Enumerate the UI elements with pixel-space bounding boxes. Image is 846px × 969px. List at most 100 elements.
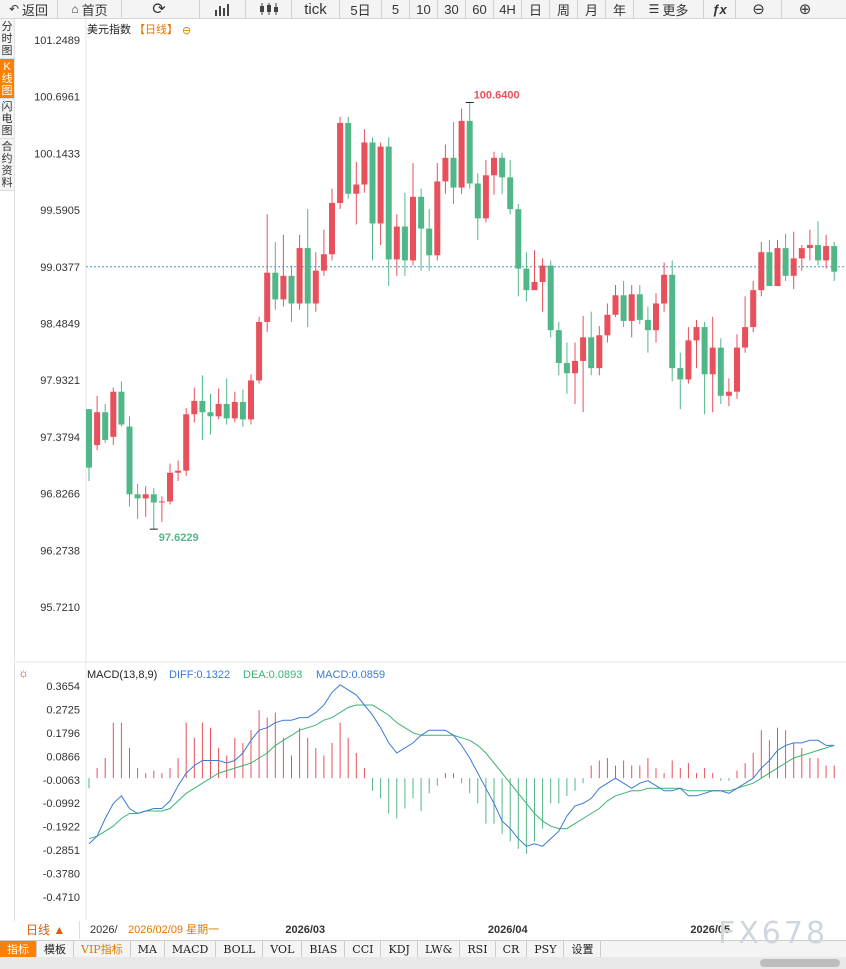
candle-body	[596, 335, 603, 369]
macd-axis-label: -0.3780	[43, 869, 80, 881]
left-tab-strip: 分时图 K线图 闪电图 合约资料	[0, 19, 14, 191]
refresh-button[interactable]: ⟳	[122, 0, 200, 18]
indicator-macd-4[interactable]: MACD	[165, 941, 217, 958]
candle-body	[758, 252, 765, 291]
indicator--0[interactable]: 指标	[0, 941, 37, 958]
candle-body	[482, 175, 489, 219]
indicator--1[interactable]: 模板	[37, 941, 74, 958]
candle-body	[126, 426, 133, 495]
period-day[interactable]: 日	[522, 0, 550, 18]
candlestick-button[interactable]	[246, 0, 292, 18]
candle-body	[725, 391, 732, 396]
candle-body	[523, 268, 530, 291]
candle-body	[312, 270, 319, 304]
candle-body	[709, 347, 716, 375]
period-5day[interactable]: 5日	[340, 0, 382, 18]
left-tab-2[interactable]: 闪电图	[0, 99, 14, 139]
period-select-button[interactable]: 日线 ▲	[14, 921, 80, 939]
price-axis-label: 98.4849	[40, 319, 80, 331]
candle-body	[693, 327, 700, 341]
chart-title: 美元指数	[87, 22, 131, 36]
indicator-kdj-9[interactable]: KDJ	[381, 941, 418, 958]
candle-body	[134, 494, 141, 499]
candle-body	[256, 321, 263, 381]
candle-body	[531, 281, 538, 291]
left-divider	[14, 19, 15, 939]
candle-body	[701, 327, 708, 375]
candle-body	[717, 347, 724, 396]
zoom-in-button[interactable]: ⊕	[782, 0, 828, 18]
period-year[interactable]: 年	[606, 0, 634, 18]
zoom-out-button[interactable]: ⊖	[736, 0, 782, 18]
candle-body	[588, 337, 595, 369]
left-tab-3[interactable]: 合约资料	[0, 139, 14, 191]
candle-body	[94, 412, 101, 446]
candle-body	[539, 265, 546, 282]
indicator--14[interactable]: 设置	[564, 941, 602, 958]
candle-body	[628, 294, 635, 321]
candle-body	[361, 142, 368, 185]
candle-body	[231, 401, 238, 419]
candle-body	[547, 265, 554, 331]
period-month[interactable]: 月	[578, 0, 606, 18]
price-axis-label: 99.0377	[40, 262, 80, 274]
indicator-bar: 指标 模板 VIP指标 MA MACD BOLL VOL BIAS CCI KDJ LW& RSI CR…	[0, 940, 846, 958]
more-button[interactable]: ☰ 更多	[634, 0, 704, 18]
candle-body	[207, 412, 214, 417]
indicator-psy-13[interactable]: PSY	[527, 941, 565, 958]
date-axis-label: 2026/04	[488, 924, 529, 936]
period-tick[interactable]: tick	[292, 0, 340, 18]
chart-type-button[interactable]	[200, 0, 246, 18]
indicator-cci-8[interactable]: CCI	[345, 941, 382, 958]
period-60min[interactable]: 60	[466, 0, 494, 18]
price-axis-label: 96.2738	[40, 545, 80, 557]
candle-body	[507, 177, 514, 210]
left-tab-0[interactable]: 分时图	[0, 19, 14, 59]
candle-body	[304, 248, 311, 304]
candle-body	[661, 274, 668, 304]
candle-body	[458, 120, 465, 188]
indicator-bias-7[interactable]: BIAS	[302, 941, 346, 958]
candle-body	[401, 226, 408, 261]
candle-body	[450, 157, 457, 188]
macd-axis-label: 0.1796	[46, 728, 80, 740]
macd-diff-value: DIFF:0.1322	[169, 669, 230, 681]
indicator-lw-10[interactable]: LW&	[418, 941, 461, 958]
candle-body	[86, 409, 92, 468]
period-10min[interactable]: 10	[410, 0, 438, 18]
formula-icon: ƒx	[712, 1, 727, 17]
dea-line	[88, 704, 835, 840]
price-axis-label: 95.7210	[40, 602, 80, 614]
candle-body	[750, 290, 757, 328]
indicator-boll-5[interactable]: BOLL	[216, 941, 264, 958]
macd-axis-label: -0.4710	[43, 892, 80, 904]
candle-body	[742, 327, 749, 348]
indicator-vol-6[interactable]: VOL	[263, 941, 303, 958]
period-week[interactable]: 周	[550, 0, 578, 18]
indicator-ma-3[interactable]: MA	[131, 941, 165, 958]
period-4h[interactable]: 4H	[494, 0, 522, 18]
candle-body	[264, 272, 271, 322]
home-button[interactable]: ⌂ 首页	[58, 0, 122, 18]
scrollbar-thumb[interactable]	[760, 959, 840, 967]
macd-axis-label: -0.1922	[43, 822, 80, 834]
candle-body	[636, 294, 643, 320]
period-5min[interactable]: 5	[382, 0, 410, 18]
horizontal-scrollbar[interactable]	[0, 957, 846, 969]
macd-settings-icon: ☼	[18, 666, 29, 680]
candle-body	[191, 400, 198, 415]
price-axis-label: 100.6961	[34, 92, 80, 104]
period-30min[interactable]: 30	[438, 0, 466, 18]
indicator-rsi-11[interactable]: RSI	[460, 941, 496, 958]
candle-body	[499, 157, 506, 178]
kline-chart[interactable]: 101.2489 100.6961 100.1433 99.5905 99.0377 98…	[0, 0, 846, 940]
indicator-cr-12[interactable]: CR	[496, 941, 528, 958]
back-button[interactable]: ↶ 返回	[0, 0, 58, 18]
left-tab-1[interactable]: K线图	[0, 59, 14, 99]
price-axis-label: 100.1433	[34, 148, 80, 160]
formula-button[interactable]: ƒx	[704, 0, 736, 18]
candle-body	[369, 142, 376, 224]
candle-body	[175, 470, 182, 473]
candle-body	[515, 209, 522, 269]
indicator-vip-2[interactable]: VIP指标	[74, 941, 131, 958]
